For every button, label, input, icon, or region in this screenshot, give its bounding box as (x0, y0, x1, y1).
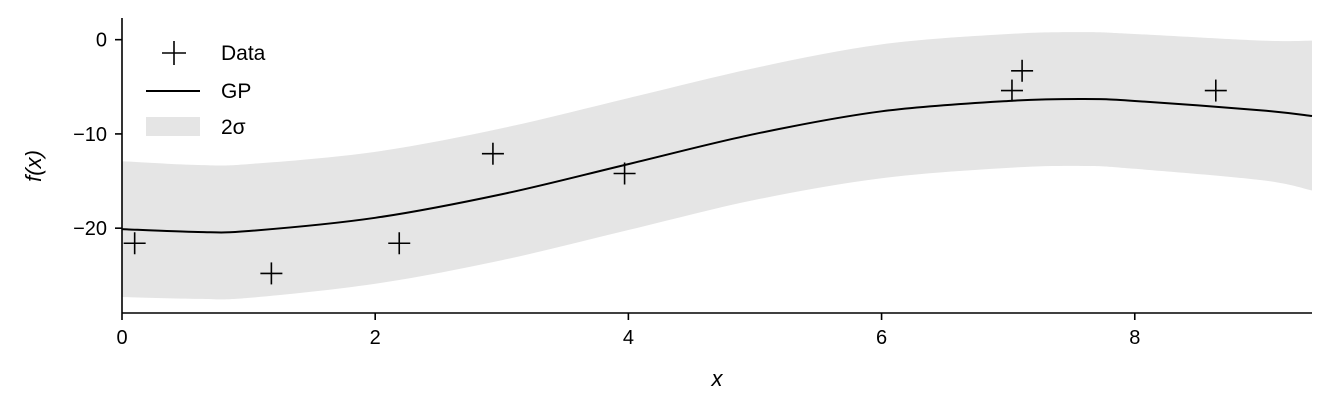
y-tick-label: 0 (96, 30, 107, 52)
x-ticks: 0 2 4 6 8 (116, 313, 1140, 349)
legend-item-data: Data (162, 41, 266, 65)
data-point (1204, 79, 1227, 102)
legend-label-gp: GP (221, 80, 251, 103)
legend: Data GP 2σ (146, 41, 266, 139)
data-point (260, 262, 283, 285)
y-ticks: 0 −10 −20 (73, 30, 122, 240)
y-tick-label: −10 (73, 124, 107, 146)
gp-mean-line (121, 98, 1313, 234)
x-tick-label: 2 (370, 327, 381, 349)
legend-label-data: Data (221, 42, 266, 65)
data-point (1000, 79, 1023, 102)
confidence-band-layer (122, 32, 1312, 300)
legend-band-swatch (146, 117, 200, 136)
data-point (388, 232, 411, 255)
data-point (1011, 59, 1034, 82)
axes (121, 18, 1312, 314)
data-point (481, 142, 504, 165)
x-tick-label: 8 (1129, 327, 1140, 349)
gp-line-layer (121, 98, 1313, 234)
data-point (123, 232, 146, 255)
y-axis-label: f(x) (21, 150, 46, 182)
data-point (613, 162, 636, 185)
y-tick-label: −20 (73, 218, 107, 240)
legend-label-band: 2σ (221, 116, 246, 139)
x-axis-label: x (711, 366, 724, 391)
x-tick-label: 4 (623, 327, 634, 349)
x-tick-label: 0 (116, 327, 127, 349)
legend-item-band: 2σ (146, 116, 246, 139)
data-points-layer (123, 59, 1227, 285)
legend-item-gp: GP (146, 80, 251, 103)
confidence-band-2sigma (122, 32, 1312, 300)
x-tick-label: 6 (876, 327, 887, 349)
